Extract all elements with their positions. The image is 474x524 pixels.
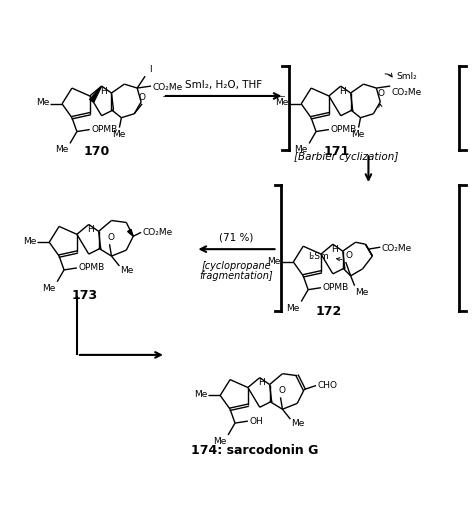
Text: Me: Me (120, 266, 134, 275)
Text: H: H (100, 86, 107, 95)
Text: CO₂Me: CO₂Me (142, 228, 173, 237)
Text: Me: Me (42, 283, 55, 293)
Text: SmI₂: SmI₂ (396, 72, 417, 81)
Text: Me: Me (213, 437, 226, 446)
Text: H: H (258, 378, 265, 387)
Text: Me: Me (55, 145, 68, 155)
Text: Me: Me (286, 303, 299, 312)
Text: [cyclopropane: [cyclopropane (201, 261, 271, 271)
Text: H: H (339, 86, 346, 95)
Text: H: H (331, 245, 338, 254)
Text: Me: Me (292, 419, 305, 428)
Text: Me: Me (112, 129, 125, 138)
Text: Me: Me (275, 99, 288, 107)
Text: OPMB: OPMB (79, 264, 105, 272)
Text: Me: Me (351, 129, 364, 138)
Text: CO₂Me: CO₂Me (381, 244, 411, 253)
Polygon shape (90, 86, 101, 102)
Text: [Barbier cyclization]: [Barbier cyclization] (294, 152, 399, 162)
Text: I₂Sm: I₂Sm (308, 252, 329, 260)
Text: OPMB: OPMB (92, 125, 118, 134)
Text: (71 %): (71 %) (219, 232, 253, 242)
Text: 172: 172 (316, 305, 342, 319)
Text: 173: 173 (72, 289, 98, 302)
Text: I: I (149, 65, 152, 74)
Text: 174: sarcodonin G: 174: sarcodonin G (191, 444, 319, 457)
Text: O: O (378, 89, 385, 98)
Text: SmI₂, H₂O, THF: SmI₂, H₂O, THF (184, 80, 262, 90)
Text: CO₂Me: CO₂Me (391, 88, 421, 97)
Text: Me: Me (267, 257, 281, 266)
Text: H: H (87, 225, 94, 234)
Text: O: O (138, 93, 146, 102)
Text: O: O (345, 251, 352, 260)
Text: Me: Me (36, 99, 49, 107)
Text: O: O (279, 386, 286, 396)
Text: 170: 170 (83, 145, 110, 158)
Text: Me: Me (194, 390, 207, 399)
Text: Me: Me (356, 288, 369, 297)
Text: OH: OH (250, 417, 264, 425)
Text: 171: 171 (324, 145, 350, 158)
Text: CO₂Me: CO₂Me (152, 83, 182, 92)
Text: Me: Me (294, 145, 307, 155)
Text: Me: Me (23, 237, 36, 246)
Polygon shape (128, 230, 133, 236)
Text: OPMB: OPMB (331, 125, 357, 134)
Text: CHO: CHO (317, 381, 337, 390)
Text: fragmentation]: fragmentation] (199, 271, 273, 281)
Text: O: O (108, 233, 115, 242)
Text: OPMB: OPMB (323, 283, 349, 292)
